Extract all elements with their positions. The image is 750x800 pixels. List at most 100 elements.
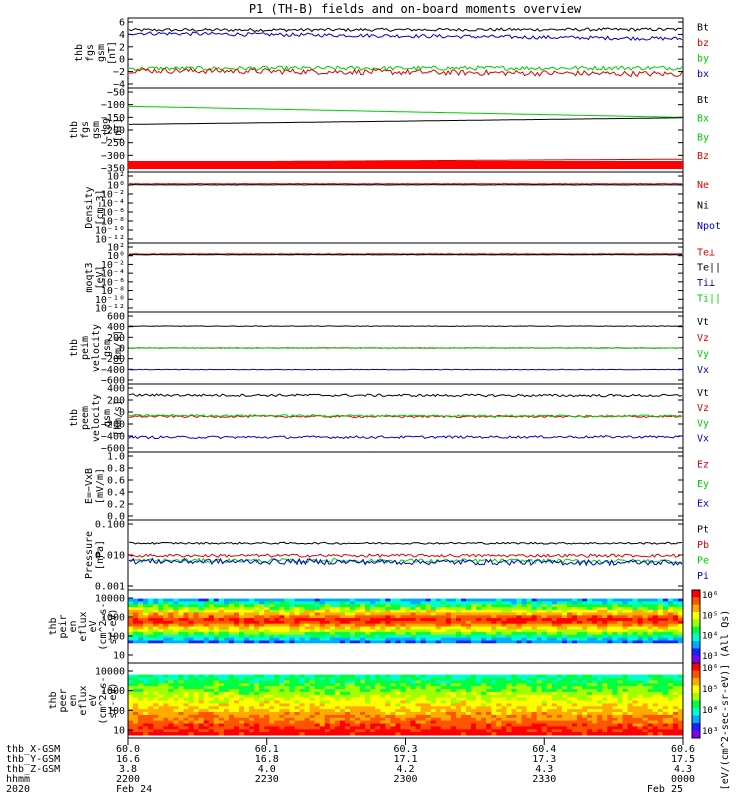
spec-cell <box>244 700 250 704</box>
spec-cell <box>249 629 255 633</box>
spec-cell <box>541 680 548 684</box>
spec-cell <box>370 612 376 616</box>
spec-cell <box>360 666 366 670</box>
spec-cell <box>587 654 593 658</box>
spec-cell <box>662 637 669 641</box>
ylabel-line: [nT] <box>107 41 118 65</box>
spec-cell <box>667 604 674 608</box>
spec-cell <box>153 691 159 696</box>
spec-cell <box>334 623 341 627</box>
spec-cell <box>642 651 649 655</box>
spec-cell <box>647 601 654 605</box>
spec-cell <box>324 654 331 658</box>
spec-cell <box>678 609 684 614</box>
spec-cell <box>188 706 194 710</box>
spec-cell <box>269 709 275 713</box>
spec-cell <box>198 697 205 701</box>
spec-cell <box>279 593 285 597</box>
spec-cell <box>339 694 346 699</box>
spec-cell <box>133 601 139 605</box>
spec-cell <box>370 700 376 704</box>
spec-cell <box>370 694 376 699</box>
spec-cell <box>410 626 416 630</box>
spec-cell <box>370 668 376 673</box>
spec-cell <box>435 632 442 636</box>
spec-cell <box>158 632 164 636</box>
spec-cell <box>244 723 250 727</box>
spec-cell <box>370 640 376 644</box>
spec-cell <box>546 657 553 661</box>
spec-cell <box>239 683 245 687</box>
spec-cell <box>249 623 255 627</box>
spec-cell <box>511 651 517 655</box>
spec-cell <box>148 654 154 658</box>
spec-cell <box>662 657 669 661</box>
spec-cell <box>365 612 371 616</box>
spec-cell <box>365 726 371 730</box>
spec-cell <box>249 634 255 639</box>
spec-cell <box>339 646 346 650</box>
spec-cell <box>390 598 396 602</box>
spec-cell <box>395 607 401 611</box>
spec-cell <box>299 640 305 644</box>
spec-cell <box>531 651 538 655</box>
spec-cell <box>652 646 659 650</box>
spec-cell <box>375 637 381 641</box>
spec-cell <box>168 732 174 736</box>
spec-cell <box>339 651 346 655</box>
spec-cell <box>511 680 517 684</box>
spec-cell <box>309 607 316 611</box>
spec-cell <box>476 637 482 641</box>
spec-cell <box>254 671 260 676</box>
spec-cell <box>592 634 598 639</box>
spec-cell <box>264 666 270 670</box>
spec-cell <box>506 609 512 614</box>
spec-cell <box>410 729 416 733</box>
spec-cell <box>405 601 411 605</box>
spec-cell <box>546 623 553 627</box>
spec-cell <box>223 697 230 701</box>
spec-cell <box>627 595 633 600</box>
spec-cell <box>153 634 159 639</box>
spec-cell <box>511 657 517 661</box>
spec-cell <box>425 732 432 736</box>
spec-cell <box>213 618 220 622</box>
spec-cell <box>627 648 633 653</box>
spec-cell <box>491 683 497 687</box>
spec-cell <box>198 623 205 627</box>
spec-cell <box>133 640 139 644</box>
spec-cell <box>572 626 578 630</box>
spec-cell <box>491 726 497 730</box>
legend-entry: Pt <box>697 524 709 535</box>
spec-cell <box>193 732 200 736</box>
spec-cell <box>309 640 316 644</box>
spec-cell <box>471 643 477 647</box>
spec-cell <box>667 615 674 619</box>
spec-cell <box>652 637 659 641</box>
spec-cell <box>360 726 366 730</box>
spec-cell <box>456 601 462 605</box>
spec-cell <box>420 729 427 733</box>
spec-cell <box>244 609 250 614</box>
spec-cell <box>400 629 406 633</box>
spec-cell <box>612 618 618 622</box>
spec-cell <box>642 632 649 636</box>
spec-cell <box>173 700 179 704</box>
spec-cell <box>471 637 477 641</box>
spec-cell <box>375 632 381 636</box>
spec-cell <box>350 632 356 636</box>
spec-cell <box>476 668 482 673</box>
legend-entry: Vy <box>697 418 709 429</box>
spec-cell <box>213 714 220 719</box>
spec-cell <box>234 601 240 605</box>
spec-cell <box>228 709 235 713</box>
spec-cell <box>329 634 336 639</box>
spec-cell <box>521 703 527 707</box>
spec-cell <box>259 703 265 707</box>
spec-cell <box>228 629 235 633</box>
spec-cell <box>531 620 538 625</box>
spec-cell <box>546 706 553 710</box>
spec-cell <box>198 694 205 699</box>
spec-cell <box>234 689 240 693</box>
spec-cell <box>208 598 215 602</box>
